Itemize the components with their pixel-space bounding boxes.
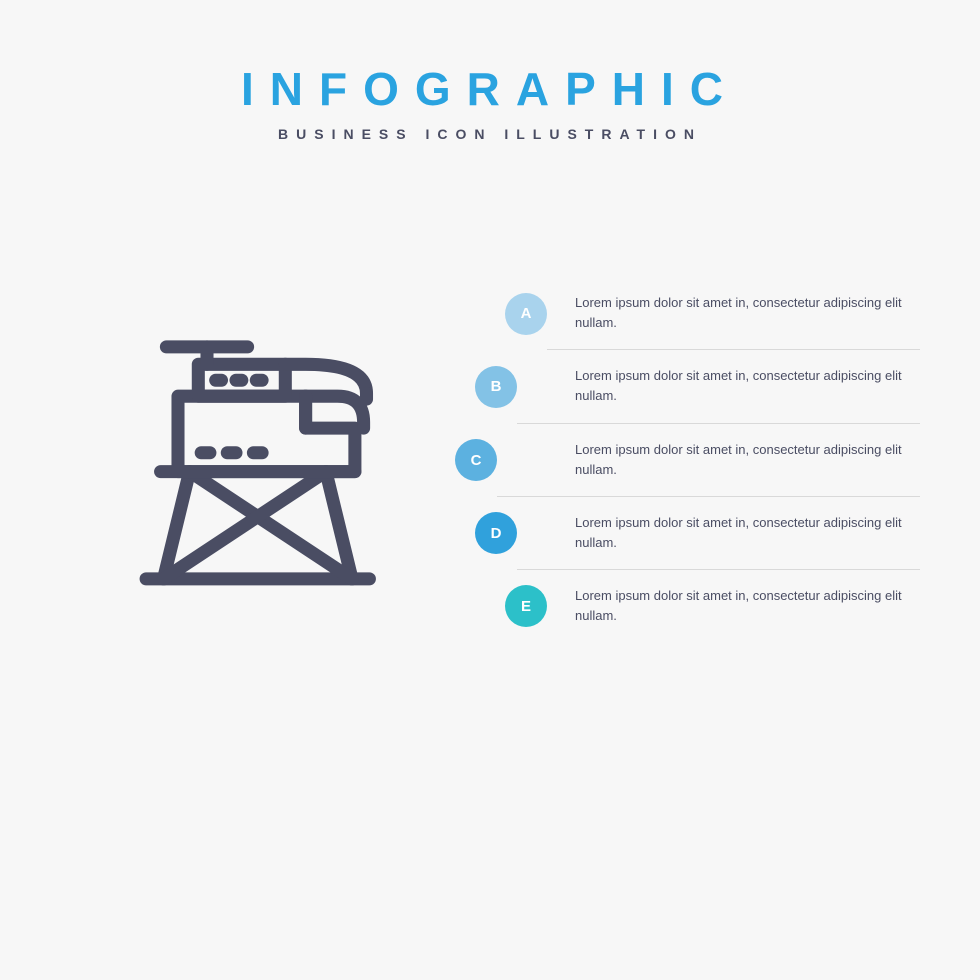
steps-list: A Lorem ipsum dolor sit amet in, consect… <box>445 277 920 642</box>
step-e: E Lorem ipsum dolor sit amet in, consect… <box>445 570 920 642</box>
header: INFOGRAPHIC BUSINESS ICON ILLUSTRATION <box>0 0 980 142</box>
step-c: C Lorem ipsum dolor sit amet in, consect… <box>445 424 920 497</box>
main-icon-wrap <box>110 315 420 605</box>
page-subtitle: BUSINESS ICON ILLUSTRATION <box>0 126 980 142</box>
platform-icon <box>120 315 410 605</box>
page-title: INFOGRAPHIC <box>0 62 980 116</box>
step-badge-b: B <box>475 366 517 408</box>
step-text-c: Lorem ipsum dolor sit amet in, consectet… <box>497 424 920 497</box>
step-text-a: Lorem ipsum dolor sit amet in, consectet… <box>547 277 920 350</box>
step-a: A Lorem ipsum dolor sit amet in, consect… <box>445 277 920 350</box>
step-b: B Lorem ipsum dolor sit amet in, consect… <box>445 350 920 423</box>
step-badge-e: E <box>505 585 547 627</box>
step-text-e: Lorem ipsum dolor sit amet in, consectet… <box>547 570 920 642</box>
step-badge-a: A <box>505 293 547 335</box>
step-badge-d: D <box>475 512 517 554</box>
step-text-d: Lorem ipsum dolor sit amet in, consectet… <box>517 497 920 570</box>
step-d: D Lorem ipsum dolor sit amet in, consect… <box>445 497 920 570</box>
step-text-b: Lorem ipsum dolor sit amet in, consectet… <box>517 350 920 423</box>
content: A Lorem ipsum dolor sit amet in, consect… <box>0 277 980 642</box>
step-badge-c: C <box>455 439 497 481</box>
